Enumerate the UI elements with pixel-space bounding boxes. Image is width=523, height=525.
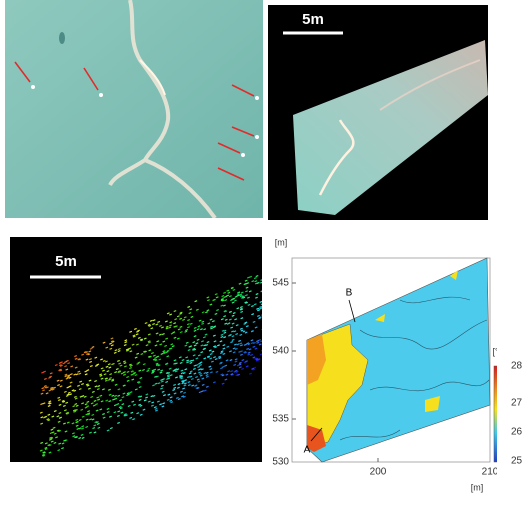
photo-panel [5, 0, 263, 218]
y-tick-label: 535 [272, 414, 289, 425]
colorbar-tick-label: 27 [511, 398, 523, 409]
cloud-point [262, 360, 265, 361]
y-tick-label: 545 [272, 278, 289, 289]
y-unit: [m] [275, 237, 288, 247]
cloud-point [264, 289, 267, 290]
speck [59, 32, 65, 44]
cloud-point [264, 337, 267, 338]
colorbar-tick-label: 26 [511, 427, 523, 438]
cloud-point [264, 273, 267, 274]
cloud-point [264, 288, 267, 289]
y-tick-label: 540 [272, 346, 289, 357]
colorbar-unit: [°C] [492, 346, 507, 356]
colorbar-tick-label: 25 [511, 456, 523, 467]
y-tick-label: 530 [272, 457, 289, 468]
points-panel [10, 237, 262, 462]
x-tick-label: 210 [482, 467, 499, 478]
point-label: B [346, 288, 353, 299]
scale-label: 5m [302, 11, 324, 28]
colorbar [494, 366, 507, 462]
cloud-point [264, 277, 267, 278]
point-label: A [304, 445, 311, 456]
colorbar-tick-label: 28 [511, 361, 523, 372]
cloud-point [264, 322, 267, 323]
figure: 5m 5m [m] 545 540 535 530 200 210 [m] A … [0, 0, 523, 520]
temperature-map: [m] 545 540 535 530 200 210 [m] A B [°C] [272, 237, 507, 492]
scale-label: 5m [55, 253, 77, 270]
x-unit: [m] [471, 482, 484, 492]
cloud-point [264, 280, 267, 281]
cloud-point [262, 329, 265, 330]
x-tick-label: 200 [370, 467, 387, 478]
